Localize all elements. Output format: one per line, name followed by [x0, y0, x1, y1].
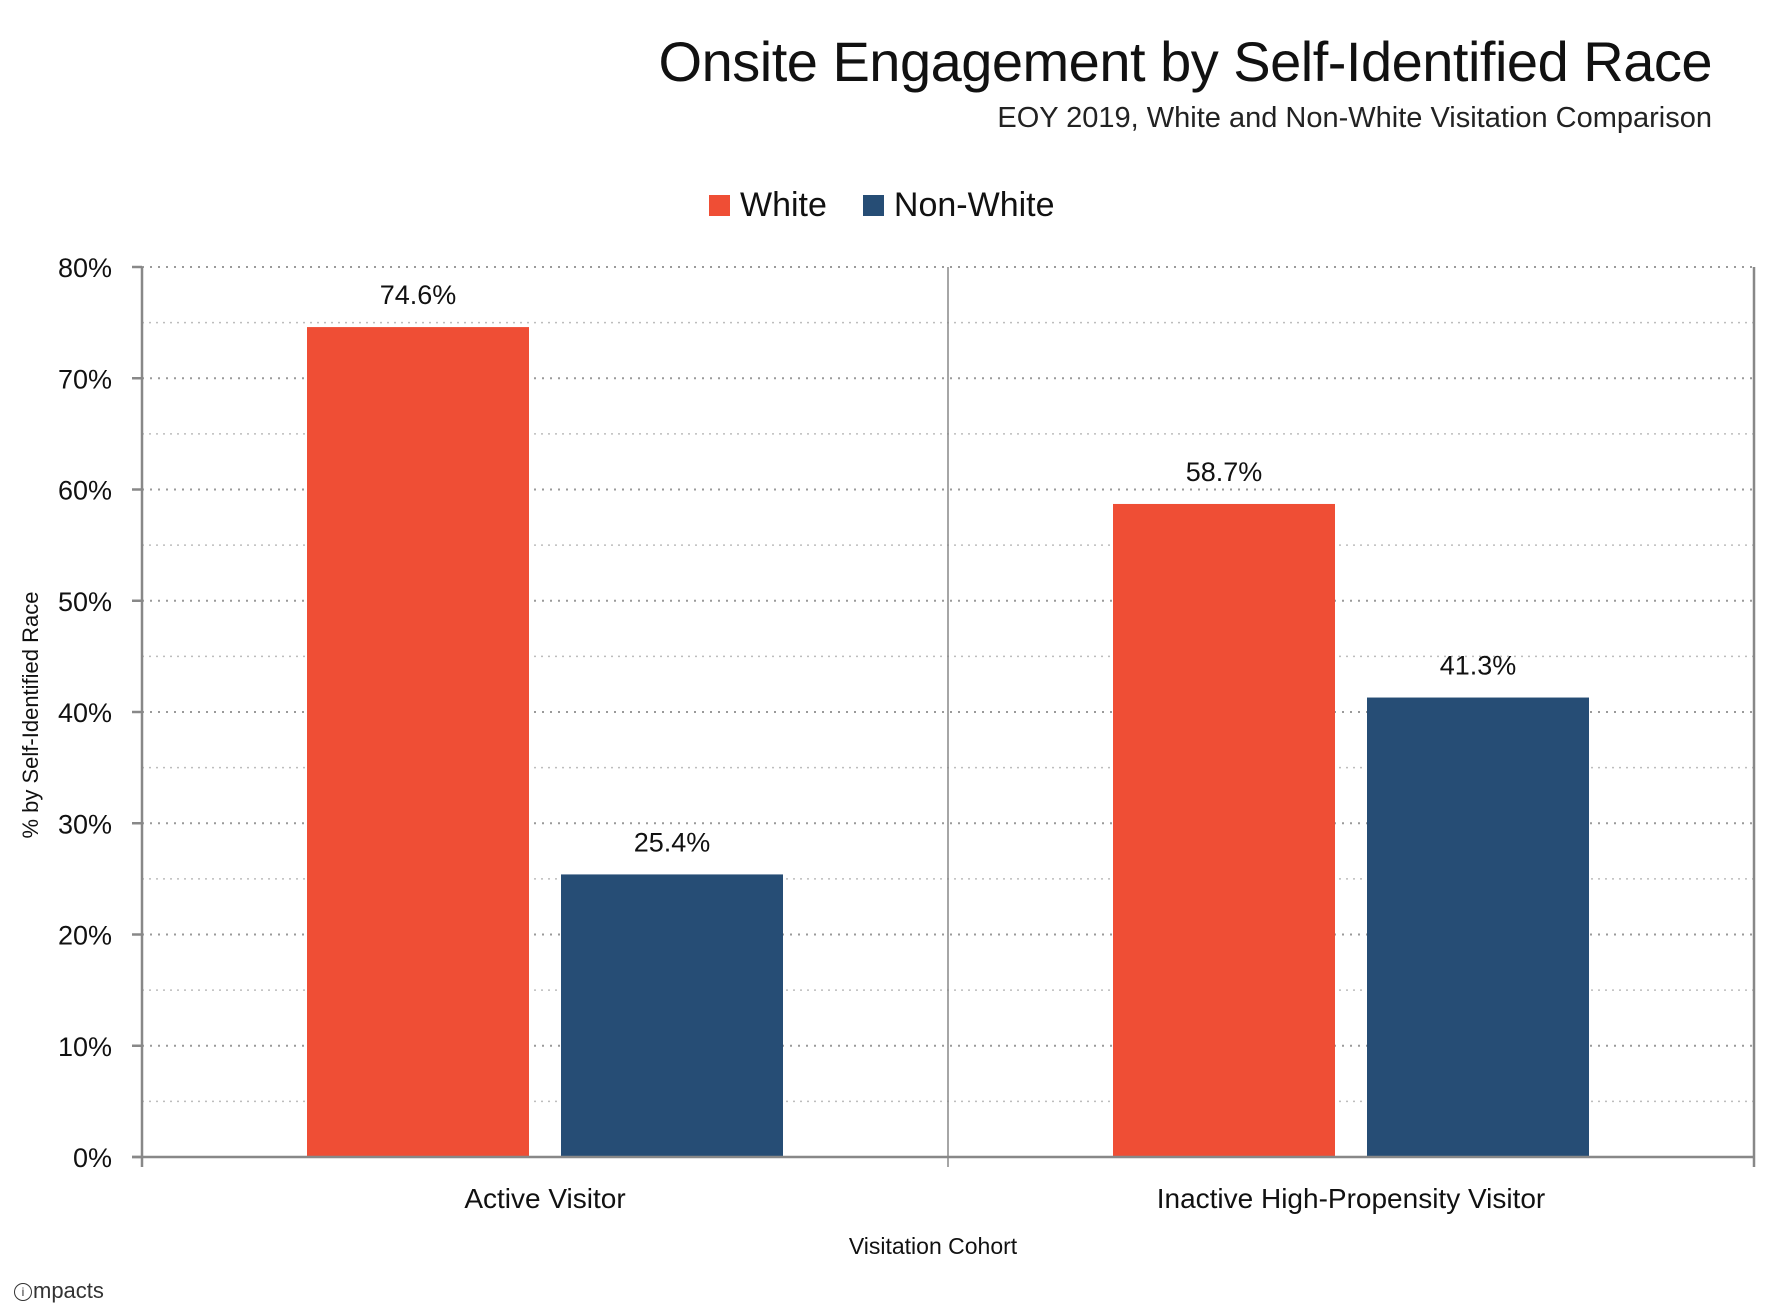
info-circle-icon: i: [14, 1283, 32, 1301]
bar-white-1: [1113, 503, 1335, 1157]
y-tick-label: 20%: [58, 921, 112, 951]
x-axis-title: Visitation Cohort: [849, 1233, 1018, 1259]
legend: White Non-White: [709, 188, 1091, 222]
data-label: 25.4%: [634, 827, 711, 857]
legend-item-white: White: [709, 188, 827, 222]
legend-item-non-white: Non-White: [862, 186, 1055, 224]
y-tick-label: 70%: [58, 364, 112, 394]
legend-label-white: White: [740, 186, 827, 224]
y-tick-label: 60%: [58, 476, 112, 506]
legend-swatch-non-white: [862, 194, 884, 216]
y-tick-label: 10%: [58, 1032, 112, 1062]
logo-text: mpacts: [33, 1278, 104, 1303]
y-tick-label: 40%: [58, 698, 112, 728]
data-label: 74.6%: [380, 280, 457, 310]
bar-white-0: [307, 327, 529, 1157]
legend-swatch-white: [709, 194, 730, 216]
labels: 0% 10% 20% 30% 40% 50% 60% 70% 80% 74.6% 25.4% Acti…: [58, 253, 1545, 1214]
chart-title: Onsite Engagement by Self-Identified Rac…: [658, 30, 1713, 93]
bar-non-white-1: [1367, 697, 1589, 1157]
chart-subtitle: EOY 2019, White and Non-White Visitation…: [997, 102, 1712, 134]
y-tick-label: 50%: [58, 587, 112, 617]
y-axis-title: % by Self-Identified Race: [18, 591, 43, 838]
data-label: 58.7%: [1186, 457, 1263, 487]
bars: [307, 327, 1589, 1157]
x-tick-label: Active Visitor: [464, 1183, 625, 1214]
impacts-logo: i mpacts: [14, 1280, 104, 1302]
y-tick-label: 0%: [73, 1143, 112, 1173]
x-tick-label: Inactive High-Propensity Visitor: [1157, 1183, 1546, 1214]
axes: [132, 265, 1756, 1167]
bar-non-white-0: [561, 874, 783, 1157]
y-tick-label: 30%: [58, 809, 112, 839]
data-label: 41.3%: [1440, 651, 1517, 681]
y-tick-label: 80%: [58, 253, 112, 283]
legend-label-non-white: Non-White: [893, 186, 1055, 224]
